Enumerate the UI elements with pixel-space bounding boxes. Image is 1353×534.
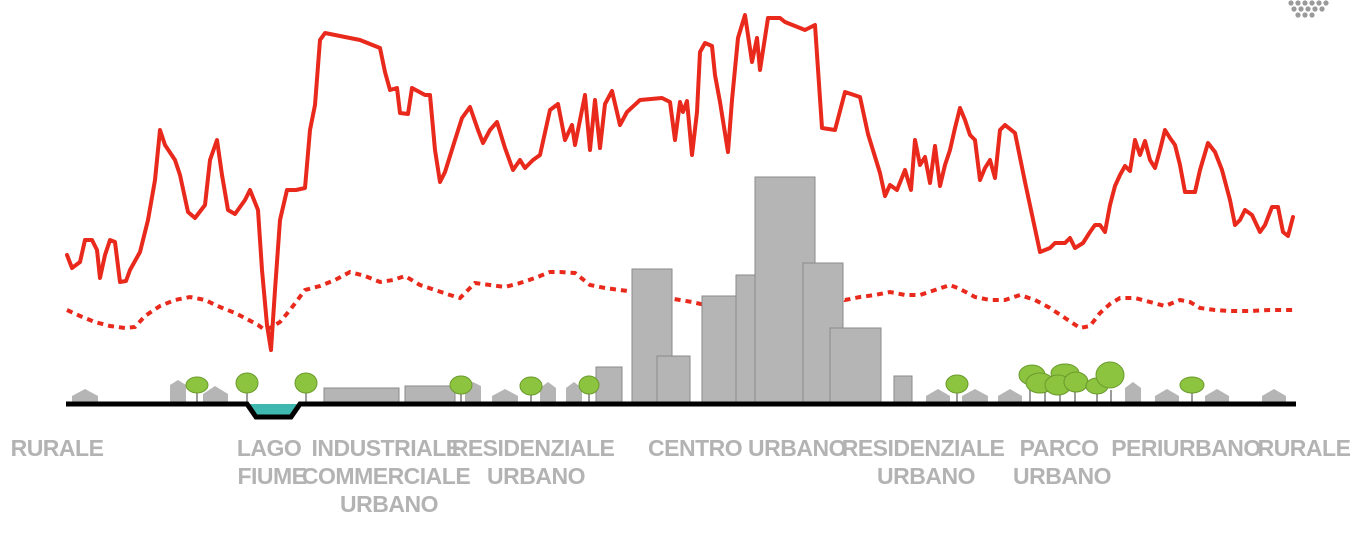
dot-pattern-icon [1288, 0, 1329, 18]
zone-label-lago-fiume: LAGO FIUME [237, 435, 307, 489]
zone-label-rurale-left: RURALE [11, 435, 104, 461]
building [656, 355, 691, 405]
houses [72, 380, 1286, 404]
ground-line [66, 401, 1296, 420]
trees [185, 361, 1205, 404]
dashed-temperature-line [66, 269, 1293, 333]
zone-label-parco-urbano: PARCO URBANO [1013, 435, 1111, 489]
building [893, 375, 913, 405]
zone-label-periurbano: PERIURBANO [1111, 435, 1261, 461]
building [595, 366, 623, 405]
zone-label-centro-urbano: CENTRO URBANO [648, 435, 846, 461]
zone-label-residenziale-left: RESIDENZIALE URBANO [452, 435, 621, 489]
industrial-building [404, 385, 456, 405]
building [829, 327, 882, 405]
zone-label-rurale-right: RURALE [1258, 435, 1351, 461]
zone-label-residenziale-right: RESIDENZIALE URBANO [842, 435, 1011, 489]
lake-river-water [247, 404, 300, 417]
temperature-line [65, 13, 1295, 352]
zone-label-industriale: INDUSTRIALE COMMERCIALE URBANO [302, 435, 476, 517]
